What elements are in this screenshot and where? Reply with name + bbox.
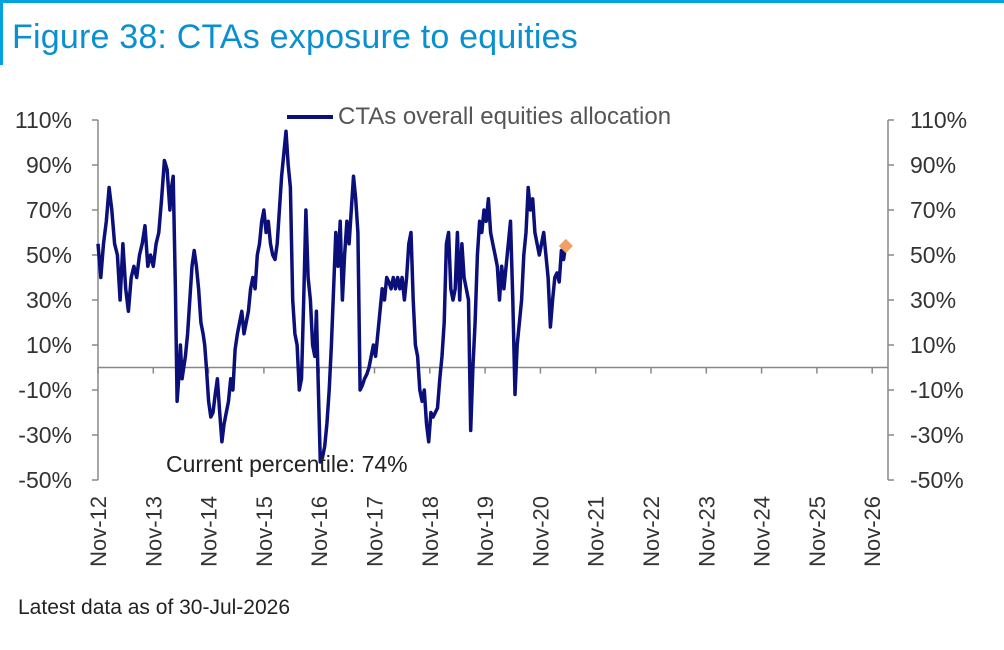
y-tick-label-left: -30% (18, 422, 72, 448)
y-tick-label-left: 110% (15, 107, 72, 133)
x-tick-label: Nov-22 (639, 496, 664, 567)
header-side-rule (0, 3, 3, 65)
y-tick-label-right: 10% (910, 332, 956, 358)
x-tick-label: Nov-23 (694, 496, 719, 567)
y-tick-label-left: -10% (18, 377, 72, 403)
x-tick-label: Nov-19 (473, 496, 498, 567)
y-tick-label-right: 70% (910, 197, 956, 223)
x-tick-label: Nov-20 (528, 496, 553, 567)
y-tick-label-right: 50% (910, 242, 956, 268)
legend-label: CTAs overall equities allocation (338, 103, 671, 130)
y-tick-label-right: 90% (910, 152, 956, 178)
x-tick-label: Nov-15 (252, 496, 277, 567)
x-tick-label: Nov-13 (141, 496, 166, 567)
y-tick-label-right: 30% (910, 287, 956, 313)
x-tick-label: Nov-24 (750, 496, 775, 567)
y-tick-label-right: 110% (910, 107, 967, 133)
x-tick-label: Nov-25 (805, 496, 830, 567)
y-tick-label-left: -50% (18, 467, 72, 493)
y-tick-label-right: -50% (910, 467, 964, 493)
x-tick-label: Nov-14 (197, 496, 222, 567)
chart-axes: 110% 110% 90% 90% 70% 70% 50% 50% 30% 30% 10% 10% -1… (15, 107, 967, 567)
chart-legend: CTAs overall equities allocation (287, 103, 671, 130)
series-line (96, 129, 568, 464)
y-tick-label-right: -10% (910, 377, 964, 403)
x-tick-label: Nov-16 (307, 496, 332, 567)
y-tick-label-left: 50% (26, 242, 72, 268)
header-rule (0, 0, 1004, 3)
chart-series-layer (96, 129, 573, 464)
y-tick-label-right: -30% (910, 422, 964, 448)
x-tick-label: Nov-26 (860, 496, 885, 567)
footnote: Latest data as of 30-Jul-2026 (18, 596, 291, 619)
x-tick-label: Nov-21 (584, 496, 609, 567)
figure-title: Figure 38: CTAs exposure to equities (12, 18, 578, 56)
x-tick-label: Nov-17 (363, 496, 388, 567)
y-tick-label-left: 10% (26, 332, 72, 358)
x-tick-label: Nov-18 (418, 496, 443, 567)
percentile-annotation: Current percentile: 74% (166, 451, 408, 477)
x-tick-label: Nov-12 (86, 496, 111, 567)
y-tick-label-left: 30% (26, 287, 72, 313)
y-tick-label-left: 70% (26, 197, 72, 223)
y-tick-label-left: 90% (26, 152, 72, 178)
latest-marker (558, 238, 573, 254)
